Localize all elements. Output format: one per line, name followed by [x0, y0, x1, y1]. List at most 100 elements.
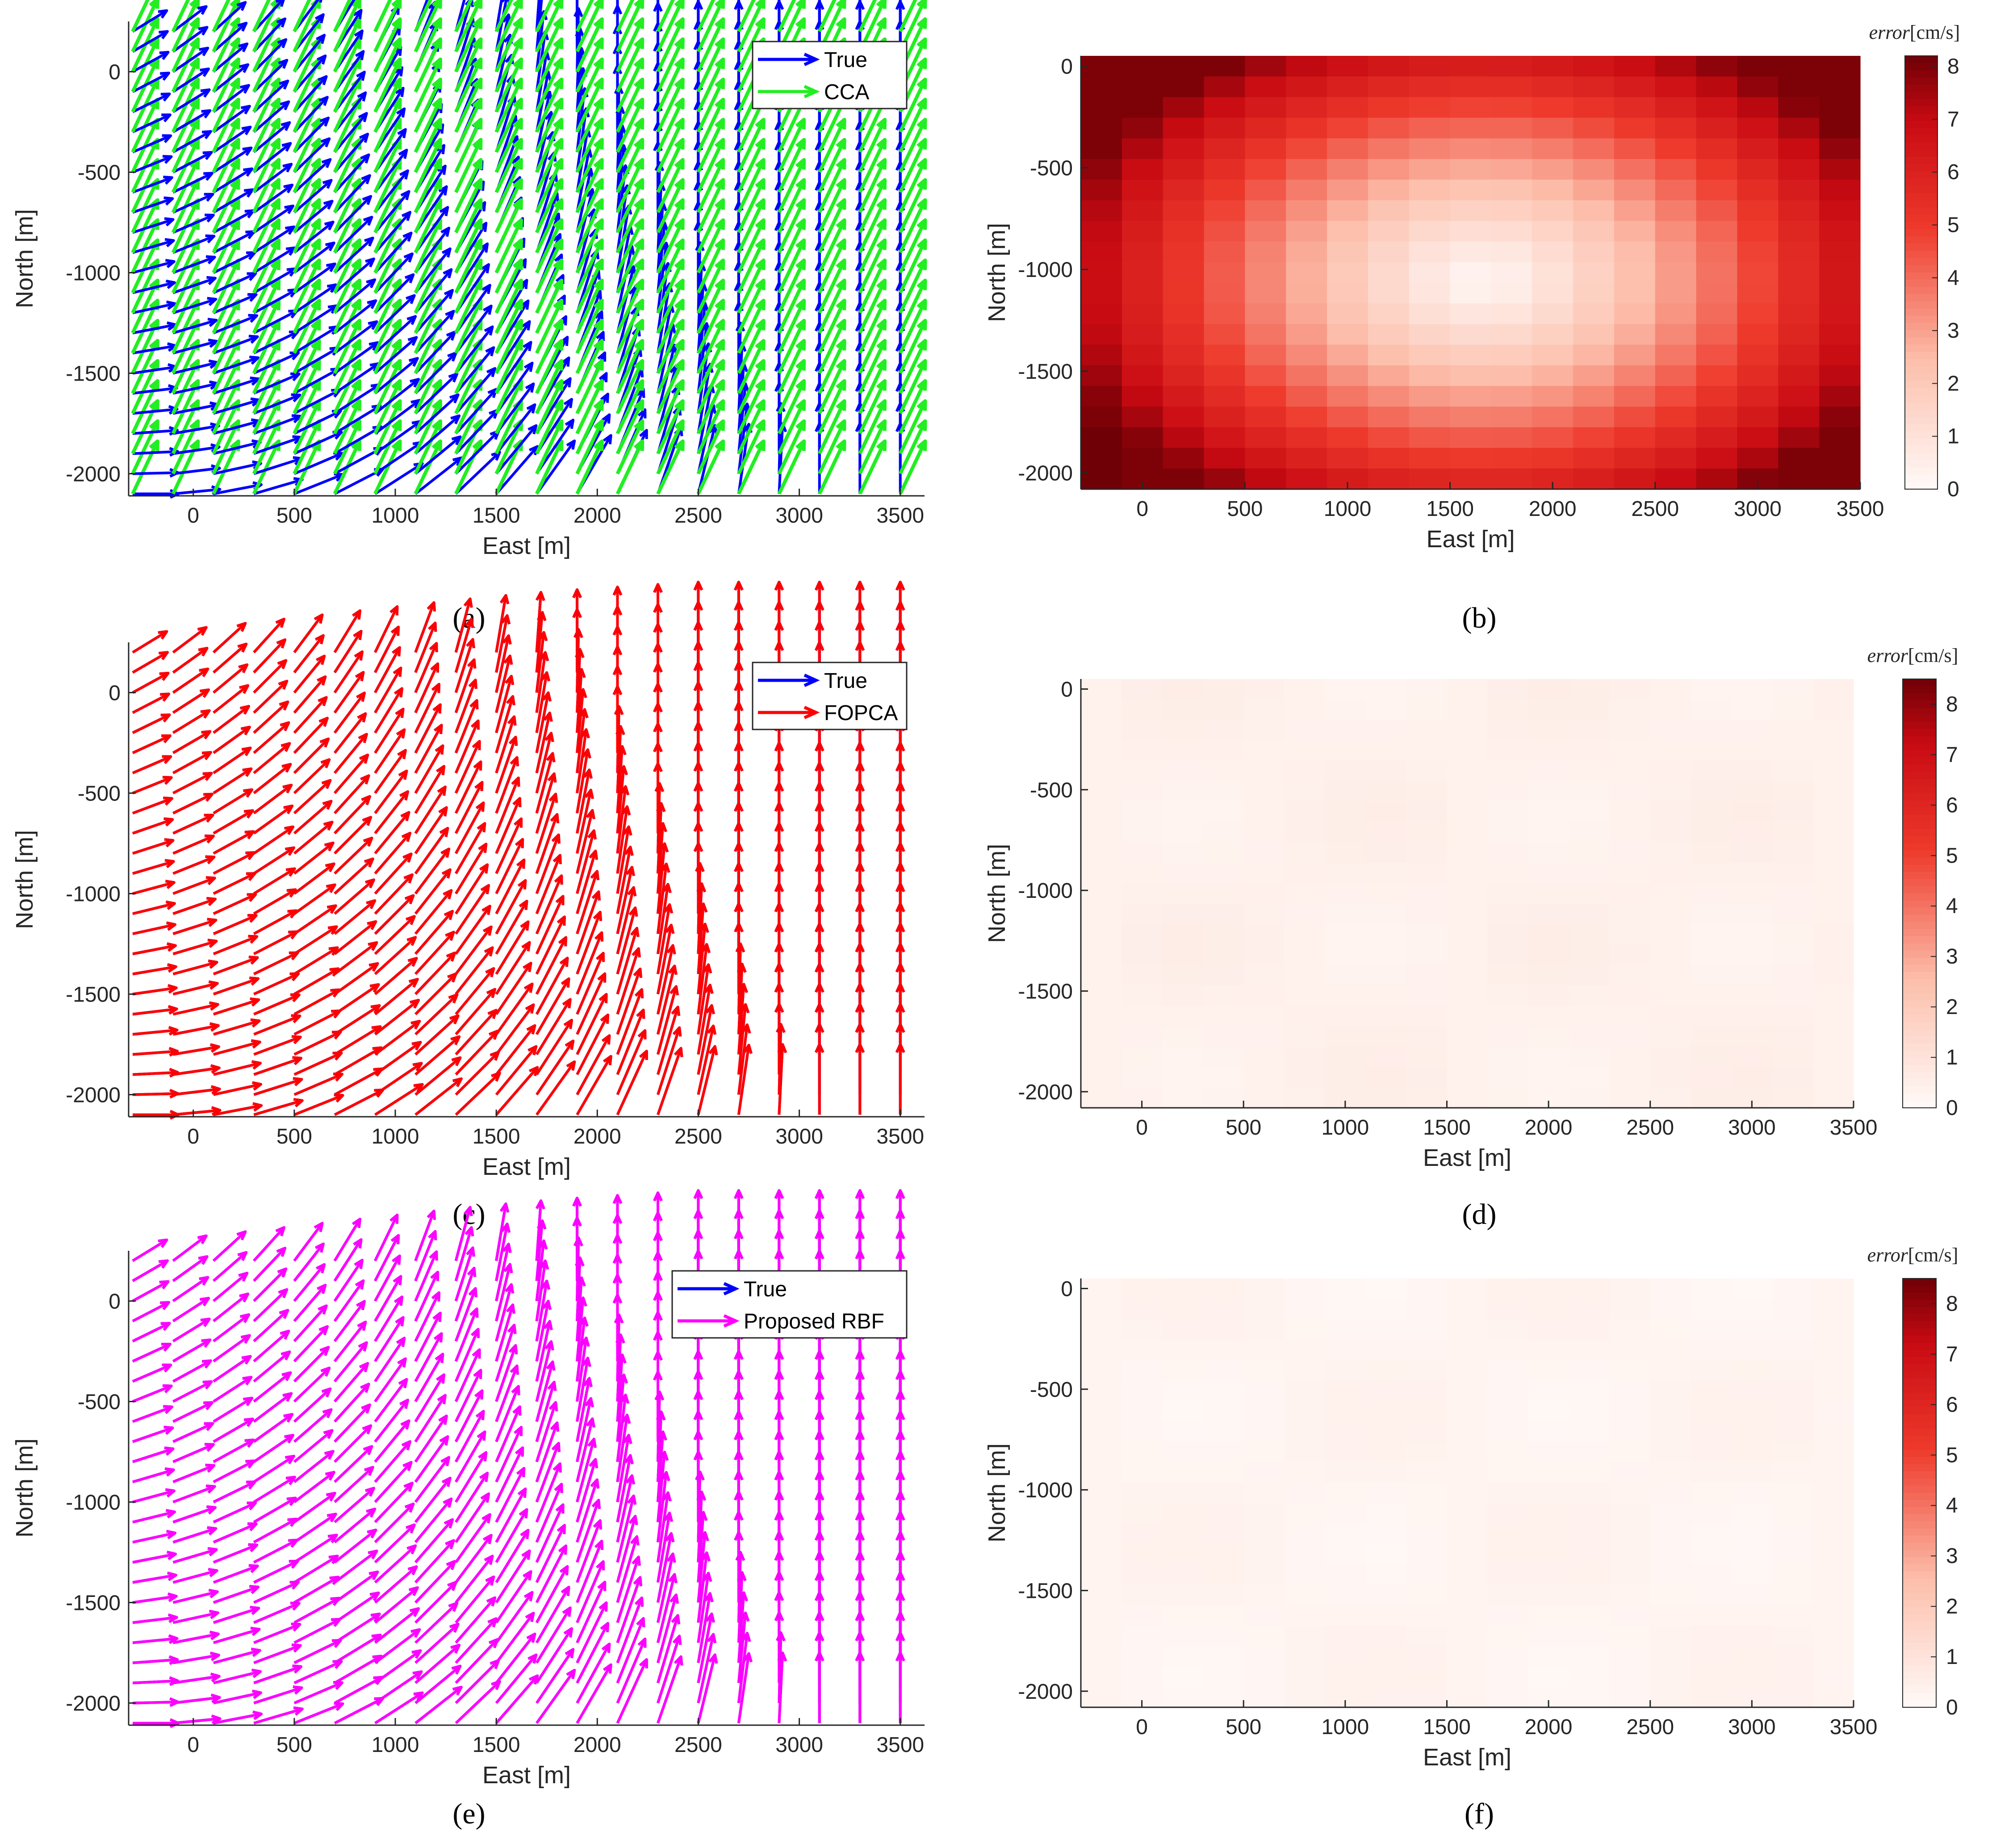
heat-cell — [1650, 1584, 1691, 1606]
heat-cell — [1409, 386, 1451, 407]
estimate-arrow — [656, 379, 685, 435]
heat-cell — [1204, 283, 1245, 304]
heat-cell — [1163, 283, 1205, 304]
estimate-arrow — [293, 1346, 330, 1383]
estimate-arrow — [213, 1438, 255, 1463]
heat-cell — [1203, 924, 1244, 945]
heat-cell — [1325, 883, 1366, 904]
legend-arrow — [758, 674, 820, 687]
colorbar-step — [1903, 1286, 1936, 1293]
estimate-arrow — [455, 1471, 489, 1523]
estimate-arrow — [374, 728, 406, 774]
heat-cell — [1772, 903, 1813, 925]
colorbar-step — [1903, 1314, 1936, 1322]
colorbar-step — [1903, 815, 1936, 822]
estimate-arrow — [454, 679, 477, 733]
estimate-arrow — [293, 738, 330, 774]
colorbar-step — [1903, 901, 1936, 908]
heat-cell — [1203, 842, 1244, 863]
estimate-arrow — [293, 1325, 329, 1362]
true-arrow — [213, 84, 250, 113]
heat-cell — [1245, 365, 1286, 386]
x-tick-label: 500 — [1226, 1116, 1261, 1140]
estimate-arrow — [333, 258, 362, 314]
estimate-arrow — [656, 359, 685, 415]
heat-cell — [1573, 221, 1615, 242]
heat-cell — [1487, 781, 1529, 802]
heat-cell — [1778, 283, 1820, 304]
heat-cell — [1204, 241, 1245, 263]
heat-cell — [1122, 324, 1163, 345]
estimate-arrow — [213, 809, 254, 835]
heat-cell — [1406, 760, 1448, 782]
heat-cell — [1655, 200, 1697, 222]
estimate-arrow — [132, 1446, 175, 1463]
estimate-arrow — [454, 699, 479, 754]
colorbar-step — [1903, 1614, 1936, 1622]
heat-cell — [1162, 1523, 1203, 1544]
true-arrow — [253, 17, 287, 53]
colorbar-step — [1905, 323, 1938, 331]
true-arrow — [374, 294, 416, 334]
heat-cell — [1691, 1605, 1732, 1626]
heat-cell — [1532, 56, 1574, 77]
estimate-arrow — [293, 1492, 336, 1523]
x-tick-label: 2000 — [573, 504, 621, 528]
heat-cell — [1081, 822, 1122, 843]
estimate-arrow — [414, 1291, 440, 1342]
heat-cell — [1447, 863, 1488, 884]
heat-cell — [1325, 1006, 1366, 1027]
estimate-arrow — [132, 713, 171, 734]
true-arrow — [213, 42, 249, 73]
heat-cell — [1365, 1564, 1407, 1585]
estimate-arrow — [576, 768, 593, 834]
true-arrow — [253, 80, 289, 113]
heat-cell — [1203, 863, 1244, 884]
colorbar-step — [1905, 474, 1938, 482]
heat-cell — [1243, 1584, 1285, 1606]
estimate-arrow — [455, 1555, 494, 1604]
heat-cell — [1650, 944, 1691, 965]
colorbar-step — [1903, 1493, 1936, 1500]
estimate-arrow — [615, 399, 644, 455]
heat-cell — [1409, 159, 1451, 180]
estimate-arrow — [454, 1348, 481, 1402]
heat-cell — [1569, 1006, 1610, 1027]
estimate-arrow — [212, 0, 230, 33]
heat-cell — [1325, 1026, 1366, 1047]
heat-cell — [1573, 200, 1615, 222]
estimate-arrow — [535, 399, 564, 455]
heat-cell — [1609, 924, 1651, 945]
heat-cell — [1731, 924, 1773, 945]
heat-cell — [1406, 1584, 1448, 1606]
true-arrow — [414, 226, 451, 274]
estimate-arrow — [455, 1410, 485, 1462]
estimate-arrow — [333, 1259, 364, 1302]
heat-cell — [1162, 740, 1203, 761]
heat-cell — [1778, 468, 1820, 490]
estimate-arrow — [495, 838, 524, 894]
true-arrow — [213, 167, 254, 194]
heat-cell — [1245, 56, 1286, 77]
heat-cell — [1122, 406, 1163, 428]
heat-cell — [1812, 1026, 1854, 1047]
heat-cell — [1812, 842, 1854, 863]
estimate-arrow — [495, 920, 530, 975]
estimate-arrow — [132, 796, 173, 815]
heat-cell — [1650, 985, 1691, 1006]
estimate-arrow — [572, 1197, 582, 1261]
heat-cell — [1409, 200, 1451, 222]
estimate-arrow — [495, 695, 515, 754]
heat-cell — [1325, 822, 1366, 843]
estimate-arrow — [495, 776, 520, 834]
heat-cell — [1691, 1523, 1732, 1544]
heat-cell — [1491, 200, 1532, 222]
heat-cell — [1162, 1605, 1203, 1626]
heat-cell — [1737, 56, 1779, 77]
estimate-arrow — [657, 1532, 675, 1603]
heat-cell — [1569, 903, 1610, 925]
estimate-arrow — [656, 339, 685, 394]
heat-cell — [1325, 1564, 1366, 1585]
true-arrow — [455, 325, 494, 374]
heat-cell — [1204, 365, 1245, 386]
